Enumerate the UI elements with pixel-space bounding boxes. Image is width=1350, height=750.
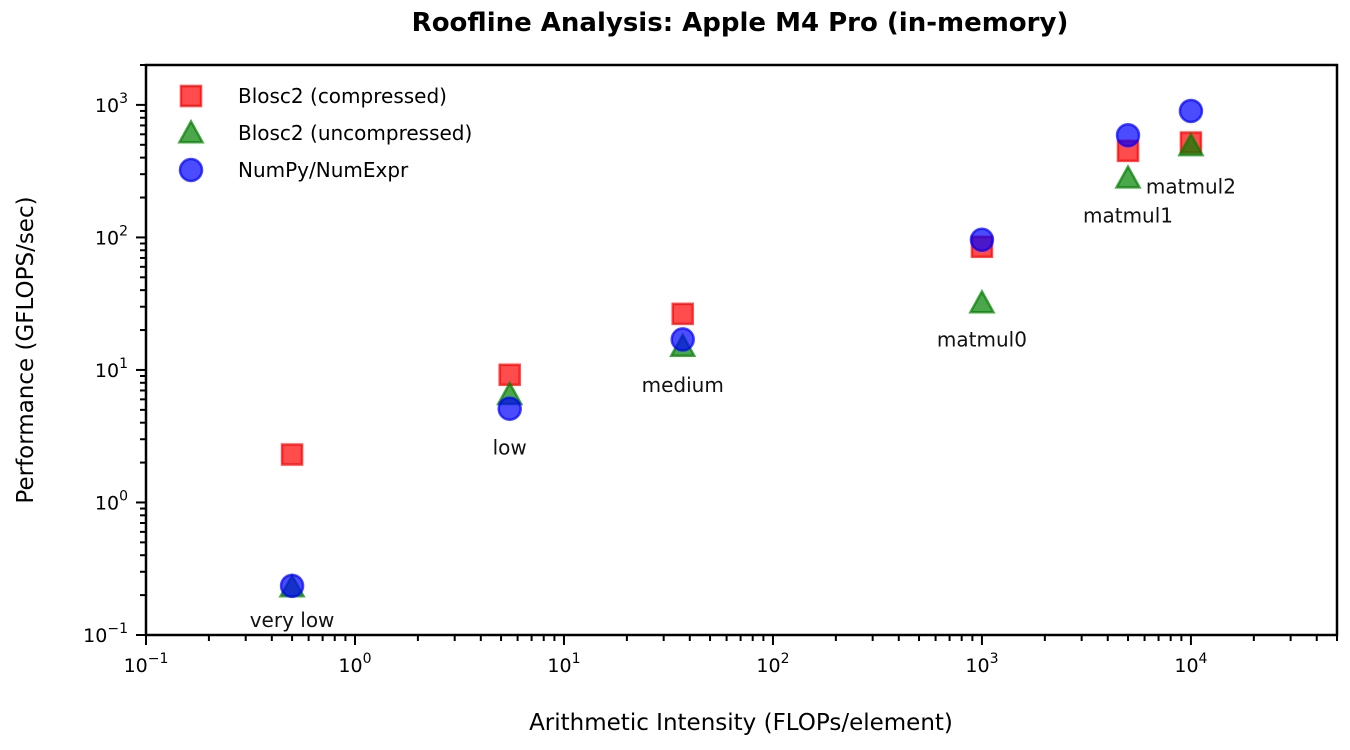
triangle-marker — [968, 288, 996, 314]
y-tick-label: 100 — [95, 488, 128, 514]
series-triangle — [278, 131, 1205, 598]
triangle-marker — [1114, 164, 1142, 189]
point-annotation: matmul1 — [1083, 203, 1173, 227]
legend-label: Blosc2 (compressed) — [238, 84, 447, 108]
x-tick-label: 104 — [1174, 651, 1207, 677]
point-annotation: medium — [642, 373, 724, 397]
legend-label: NumPy/NumExpr — [238, 158, 409, 182]
point-annotation: low — [493, 436, 527, 460]
triangle-marker — [1177, 131, 1205, 157]
x-tick-label: 100 — [338, 651, 371, 677]
x-tick-label: 101 — [547, 651, 580, 677]
circle-marker — [279, 573, 305, 599]
x-tick-label: 102 — [756, 651, 789, 677]
point-annotation: matmul0 — [937, 328, 1027, 352]
x-tick-label: 103 — [965, 651, 998, 677]
point-annotation: very low — [250, 608, 335, 632]
circle-marker — [969, 227, 995, 253]
legend-label: Blosc2 (uncompressed) — [238, 121, 472, 145]
y-tick-label: 102 — [95, 223, 128, 249]
circle-marker — [670, 327, 695, 352]
y-tick-label: 101 — [95, 356, 128, 382]
circle-marker — [178, 157, 204, 183]
square-marker — [671, 302, 694, 326]
square-marker — [280, 443, 304, 466]
point-annotation: matmul2 — [1146, 174, 1236, 198]
series-square — [280, 131, 1203, 466]
circle-marker — [497, 396, 522, 421]
circle-marker — [1178, 98, 1204, 124]
series-circle — [279, 98, 1204, 599]
x-tick-label: 10−1 — [124, 651, 169, 677]
y-tick-label: 10−1 — [83, 621, 128, 647]
x-axis-label: Arithmetic Intensity (FLOPs/element) — [529, 710, 953, 736]
data-points — [278, 98, 1205, 599]
y-tick-label: 103 — [95, 91, 128, 117]
data-annotations: very low low medium matmul0 matmul1 matmul2 — [250, 174, 1236, 632]
legend: Blosc2 (compressed) Blosc2 (uncompressed)… — [177, 84, 472, 183]
circle-marker — [1115, 123, 1141, 148]
y-axis-label: Performance (GFLOPS/sec) — [13, 196, 39, 503]
axis-ticks: 10−1 100 101 102 103 104 10−1 100 101 102 103 — [83, 64, 1338, 677]
plot-frame — [144, 63, 1339, 637]
chart-title: Roofline Analysis: Apple M4 Pro (in-memo… — [411, 8, 1069, 38]
square-marker — [179, 84, 203, 108]
triangle-marker — [177, 118, 205, 144]
